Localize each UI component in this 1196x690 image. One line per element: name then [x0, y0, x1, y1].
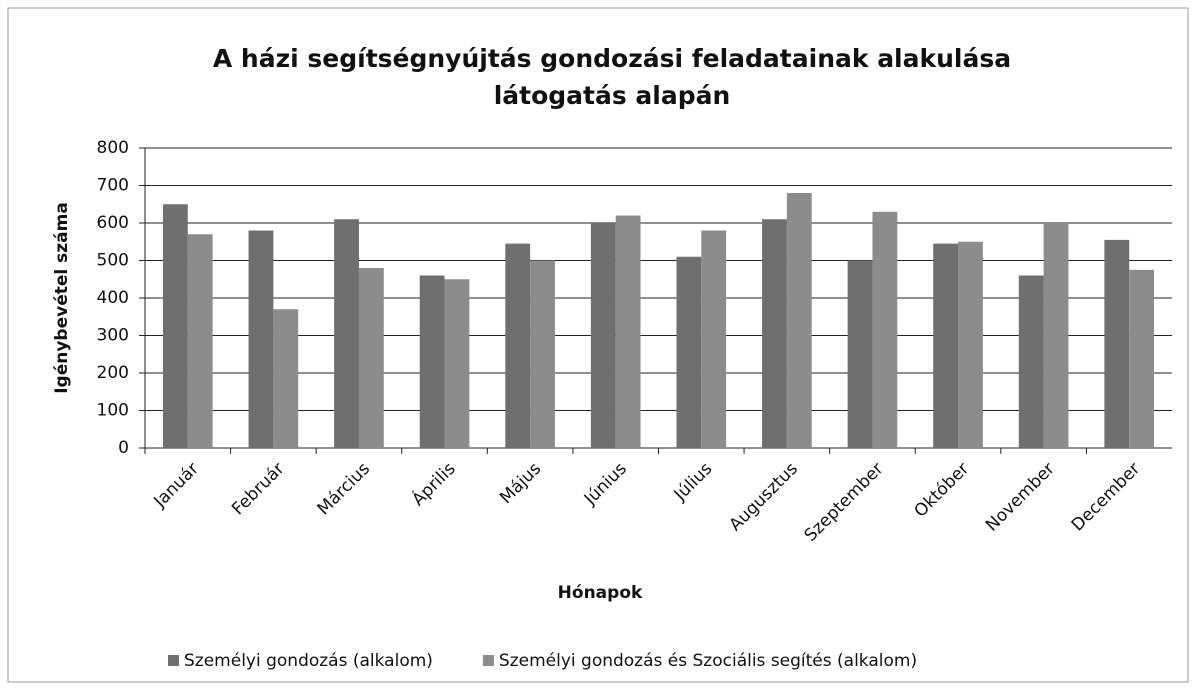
y-tick-label: 400 — [97, 288, 129, 308]
bar — [444, 279, 470, 448]
bar — [334, 219, 359, 448]
bar — [358, 268, 384, 448]
bar — [1043, 223, 1069, 448]
x-tick-label: Január — [150, 459, 203, 512]
y-tick-label: 200 — [97, 363, 129, 383]
y-tick-label: 500 — [97, 251, 129, 271]
bar — [419, 275, 445, 448]
x-tick-label: December — [1068, 459, 1144, 535]
x-tick-label: Július — [670, 459, 717, 506]
x-tick-label: Március — [314, 459, 374, 519]
x-tick-label: Augusztus — [726, 459, 803, 536]
y-tick-label: 100 — [97, 401, 129, 421]
bar — [958, 241, 983, 448]
x-tick-label: Október — [911, 459, 974, 522]
x-tick-label: Május — [496, 459, 545, 508]
bar — [872, 211, 898, 448]
bar — [933, 243, 959, 448]
x-tick-label: Február — [228, 459, 288, 519]
bar — [701, 230, 727, 448]
x-tick-label: Szeptember — [801, 459, 888, 546]
bar — [248, 230, 274, 448]
y-tick-label: 600 — [97, 213, 129, 233]
legend-label: Személyi gondozás (alkalom) — [184, 651, 433, 671]
y-tick-label: 700 — [97, 176, 129, 196]
x-tick-label: November — [982, 459, 1059, 536]
legend-swatch — [482, 655, 494, 666]
bar — [847, 260, 873, 448]
bar — [505, 243, 531, 448]
bar — [162, 204, 188, 448]
y-axis-title: Igénybevétel száma — [52, 202, 72, 394]
y-tick-label: 800 — [97, 138, 129, 158]
bar — [1129, 269, 1155, 448]
legend-label: Személyi gondozás és Szociális segítés (… — [499, 651, 917, 671]
chart-subtitle: látogatás alapán — [494, 81, 731, 110]
y-tick-label: 300 — [97, 326, 129, 346]
bar — [1104, 239, 1130, 448]
chart-frame — [7, 7, 1189, 683]
bar — [762, 219, 787, 448]
x-tick-label: Április — [407, 457, 460, 510]
bar — [273, 309, 299, 448]
bar — [590, 223, 616, 448]
bar — [676, 256, 702, 448]
bar — [187, 234, 213, 448]
x-tick-label: Június — [580, 459, 631, 510]
x-axis-title: Hónapok — [558, 583, 643, 603]
bar — [530, 260, 555, 448]
bar — [786, 193, 812, 448]
legend-swatch — [168, 655, 179, 666]
y-tick-label: 0 — [118, 438, 129, 458]
bar — [1018, 275, 1044, 448]
bar — [615, 215, 641, 448]
chart-title: A házi segítségnyújtás gondozási feladat… — [213, 44, 1011, 73]
